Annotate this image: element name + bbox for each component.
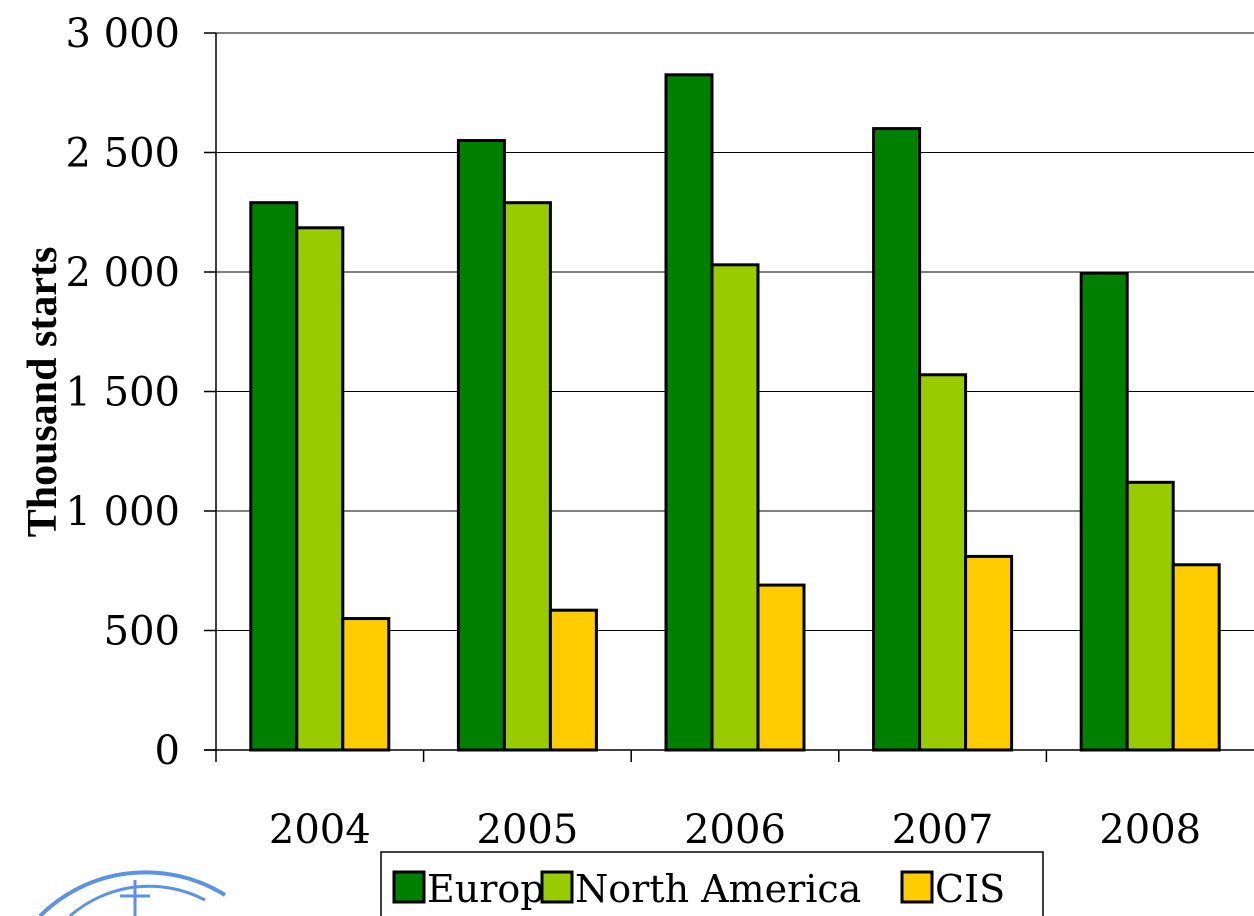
axes	[204, 33, 1254, 762]
y-tick-label: 0	[155, 728, 180, 774]
bar-north-america-2008	[1125, 480, 1175, 752]
bar-cis-2006	[756, 583, 806, 752]
x-tick-label: 2007	[892, 807, 994, 853]
bar-cis-2004	[341, 617, 391, 752]
y-tick-label: 1 000	[65, 489, 180, 535]
y-tick-labels: 0 500 1 000 1 500 2 000 2 500 3 000	[65, 11, 216, 774]
bar-europe-2008	[1079, 271, 1129, 752]
bar-europe-2004	[249, 201, 299, 752]
legend-swatch	[392, 870, 426, 904]
x-tick-label: 2005	[477, 807, 579, 853]
bar-cis-2007	[964, 554, 1014, 752]
legend-label: North America	[575, 867, 861, 911]
bar-cis-2005	[548, 608, 598, 752]
bar-north-america-2006	[710, 263, 760, 752]
un-logo-icon	[38, 870, 227, 916]
legend-label: CIS	[935, 867, 1005, 911]
x-tick-label: 2008	[1099, 807, 1201, 853]
bar-europe-2007	[872, 127, 922, 752]
bar-north-america-2007	[918, 373, 968, 752]
bar-cis-2008	[1171, 563, 1221, 752]
legend-swatch	[900, 870, 934, 904]
y-tick-label: 1 500	[65, 370, 180, 416]
legend-swatch	[540, 870, 574, 904]
y-tick-label: 2 500	[65, 131, 180, 177]
x-tick-label: 2004	[269, 807, 371, 853]
bar-north-america-2005	[502, 201, 552, 752]
bar-north-america-2004	[295, 226, 345, 752]
x-tick-labels: 2004 2005 2006 2007 2008	[269, 750, 1201, 853]
bars	[249, 73, 1221, 752]
bar-europe-2006	[664, 73, 714, 752]
y-axis-label: Thousand starts	[20, 247, 66, 538]
x-tick-label: 2006	[684, 807, 786, 853]
y-tick-label: 3 000	[65, 11, 180, 57]
legend: Europe North America CIS	[380, 851, 1044, 916]
y-tick-label: 2 000	[65, 250, 180, 296]
y-tick-label: 500	[104, 609, 180, 655]
bar-europe-2005	[456, 139, 506, 752]
